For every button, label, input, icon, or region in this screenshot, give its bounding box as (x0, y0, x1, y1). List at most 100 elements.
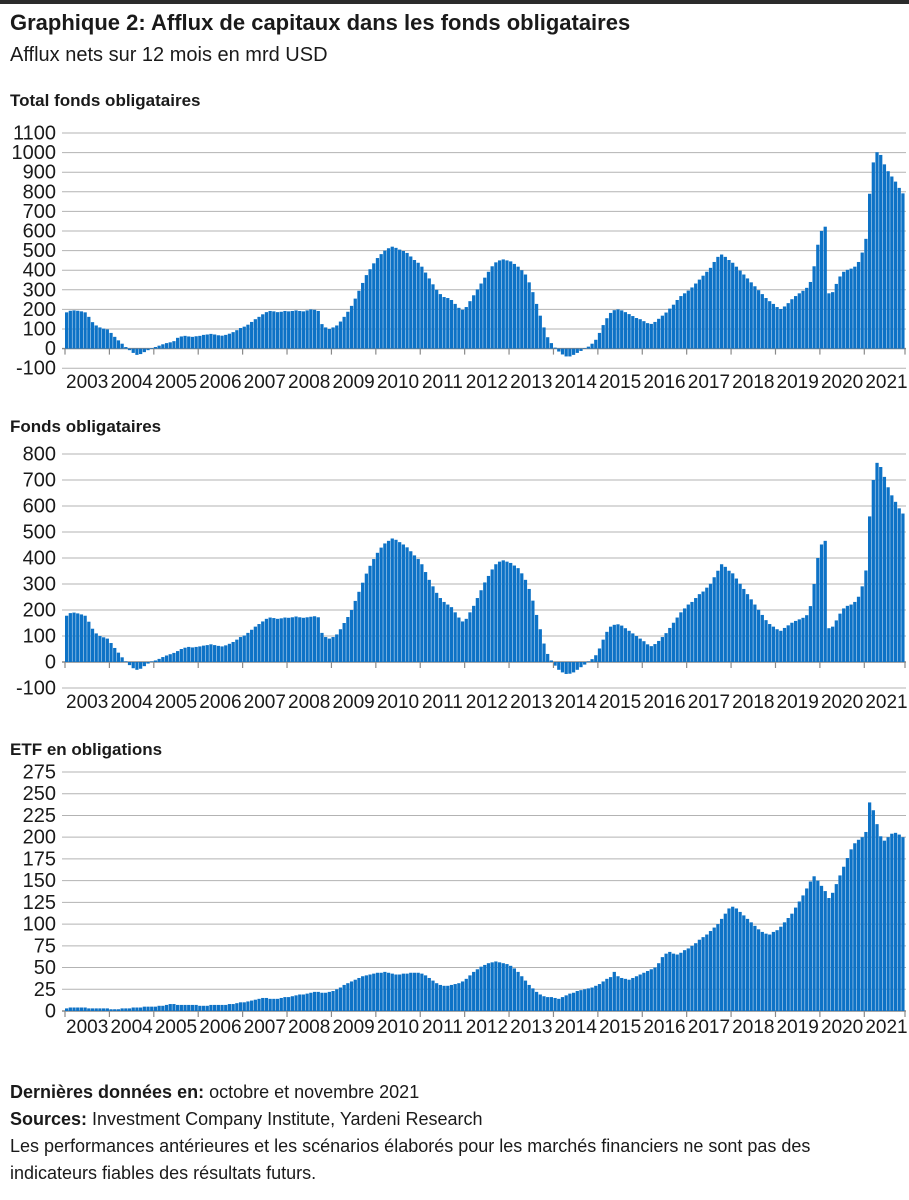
svg-text:500: 500 (23, 522, 56, 544)
svg-text:2005: 2005 (155, 1017, 197, 1038)
svg-text:2015: 2015 (599, 1017, 641, 1038)
svg-text:2020: 2020 (821, 692, 863, 713)
svg-text:2012: 2012 (466, 372, 508, 393)
svg-text:225: 225 (23, 805, 56, 827)
svg-text:200: 200 (23, 299, 56, 321)
svg-text:2008: 2008 (288, 1017, 330, 1038)
svg-text:300: 300 (23, 279, 56, 301)
svg-text:2020: 2020 (821, 372, 863, 393)
sources-label: Sources: (10, 1109, 88, 1129)
svg-text:2014: 2014 (555, 372, 598, 393)
svg-text:2012: 2012 (466, 692, 508, 713)
last-data-line: Dernières données en: octobre et novembr… (10, 1079, 902, 1106)
svg-text:2004: 2004 (110, 372, 153, 393)
svg-text:100: 100 (23, 319, 56, 341)
svg-text:2006: 2006 (199, 1017, 241, 1038)
svg-text:0: 0 (45, 338, 56, 360)
svg-text:275: 275 (23, 762, 56, 784)
svg-text:2010: 2010 (377, 692, 419, 713)
svg-text:2011: 2011 (422, 692, 463, 713)
svg-text:1100: 1100 (13, 123, 56, 145)
svg-text:2012: 2012 (466, 1017, 508, 1038)
svg-text:2004: 2004 (110, 1017, 153, 1038)
svg-text:2011: 2011 (422, 1017, 463, 1038)
panel-title-bond-etf: ETF en obligations (10, 740, 163, 759)
svg-text:2010: 2010 (377, 1017, 419, 1038)
svg-text:-100: -100 (16, 358, 56, 380)
svg-text:250: 250 (23, 783, 56, 805)
svg-text:500: 500 (23, 240, 56, 262)
svg-text:2021: 2021 (865, 692, 907, 713)
svg-text:2007: 2007 (244, 372, 286, 393)
svg-text:2007: 2007 (244, 1017, 286, 1038)
svg-text:2017: 2017 (688, 372, 730, 393)
total-bond-funds-chart: 110010009008007006005004003002001000-100… (12, 123, 908, 394)
svg-text:600: 600 (23, 496, 56, 518)
svg-text:2017: 2017 (688, 692, 730, 713)
svg-text:2008: 2008 (288, 372, 330, 393)
last-data-value: octobre et novembre 2021 (204, 1082, 420, 1102)
svg-text:600: 600 (23, 221, 56, 243)
svg-text:2009: 2009 (332, 692, 374, 713)
figure-footnotes: Dernières données en: octobre et novembr… (10, 1079, 902, 1187)
svg-text:0: 0 (45, 652, 56, 674)
svg-text:150: 150 (23, 870, 56, 892)
svg-text:2013: 2013 (510, 372, 552, 393)
svg-text:2021: 2021 (865, 372, 907, 393)
svg-text:2018: 2018 (732, 1017, 774, 1038)
svg-text:50: 50 (34, 957, 56, 979)
svg-text:2007: 2007 (244, 692, 286, 713)
svg-text:1000: 1000 (12, 142, 57, 164)
svg-text:2008: 2008 (288, 692, 330, 713)
svg-text:700: 700 (23, 470, 56, 492)
svg-text:200: 200 (23, 827, 56, 849)
svg-text:25: 25 (34, 979, 56, 1001)
svg-text:400: 400 (23, 260, 56, 282)
svg-text:2006: 2006 (199, 372, 241, 393)
svg-text:2010: 2010 (377, 372, 419, 393)
svg-text:2016: 2016 (643, 372, 685, 393)
svg-text:2016: 2016 (643, 1017, 685, 1038)
last-data-label: Dernières données en: (10, 1082, 205, 1102)
svg-text:2018: 2018 (732, 372, 774, 393)
svg-text:700: 700 (23, 201, 56, 223)
svg-text:100: 100 (23, 626, 56, 648)
svg-text:2013: 2013 (510, 1017, 552, 1038)
svg-text:2005: 2005 (155, 372, 197, 393)
panel-title-bond-funds: Fonds obligataires (10, 417, 162, 436)
svg-text:2018: 2018 (732, 692, 774, 713)
svg-text:400: 400 (23, 548, 56, 570)
svg-text:2017: 2017 (688, 1017, 730, 1038)
svg-text:2006: 2006 (199, 692, 241, 713)
svg-text:2009: 2009 (332, 1017, 374, 1038)
panel-title-total-bond-funds: Total fonds obligataires (10, 91, 201, 110)
svg-text:75: 75 (34, 935, 56, 957)
svg-text:2003: 2003 (66, 692, 108, 713)
svg-text:2004: 2004 (110, 692, 153, 713)
svg-text:2013: 2013 (510, 692, 552, 713)
svg-text:2003: 2003 (66, 372, 108, 393)
sources-line: Sources: Investment Company Institute, Y… (10, 1106, 902, 1133)
svg-text:2014: 2014 (555, 692, 598, 713)
svg-text:2020: 2020 (821, 1017, 863, 1038)
sources-value: Investment Company Institute, Yardeni Re… (87, 1109, 483, 1129)
svg-text:300: 300 (23, 574, 56, 596)
svg-text:900: 900 (23, 162, 56, 184)
svg-text:2021: 2021 (865, 1017, 907, 1038)
disclaimer-text: Les performances antérieures et les scén… (10, 1136, 811, 1183)
svg-text:2005: 2005 (155, 692, 197, 713)
svg-text:2014: 2014 (555, 1017, 598, 1038)
svg-text:2019: 2019 (777, 1017, 819, 1038)
svg-text:175: 175 (23, 848, 56, 870)
svg-text:2015: 2015 (599, 372, 641, 393)
svg-text:2003: 2003 (66, 1017, 108, 1038)
svg-text:2016: 2016 (643, 692, 685, 713)
svg-text:2009: 2009 (332, 372, 374, 393)
svg-text:125: 125 (23, 892, 56, 914)
svg-text:100: 100 (23, 914, 56, 936)
svg-text:800: 800 (23, 444, 56, 466)
svg-text:2011: 2011 (422, 372, 463, 393)
